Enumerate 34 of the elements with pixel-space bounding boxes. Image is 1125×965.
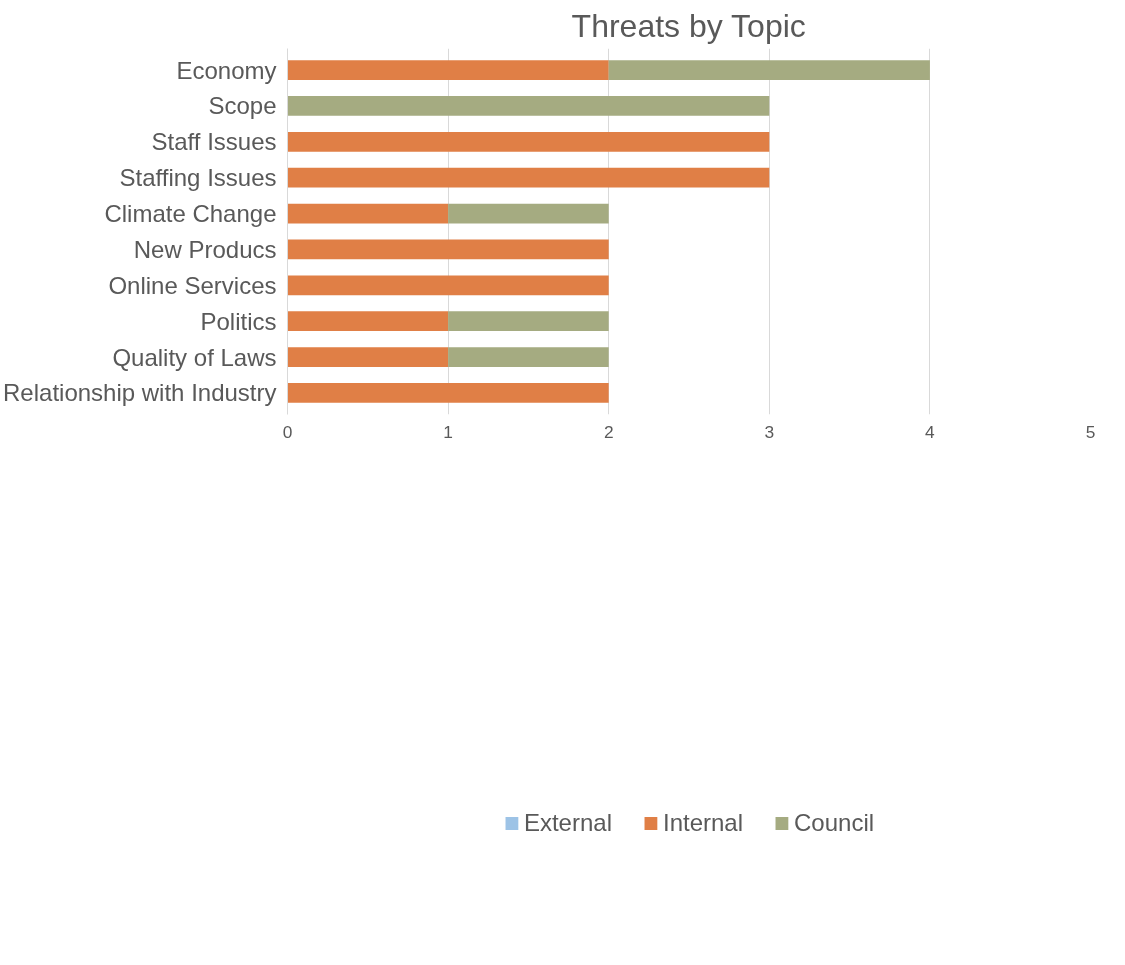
y-tick-label: New Producs [133,235,277,263]
bar [448,203,609,224]
y-tick-label: Staffing Issues [119,164,277,192]
bar [448,311,609,332]
bar [287,347,449,367]
x-tick-label: 5 [1085,421,1096,442]
legend-label: External [523,809,612,837]
x-tick-label: 4 [925,421,936,442]
y-tick-label: Climate Change [104,200,277,228]
chart-title: Threats by Topic [571,7,806,44]
bar [287,96,770,116]
bar [287,239,609,260]
x-tick-label: 2 [603,421,614,442]
y-tick-label: Online Services [108,271,277,299]
legend-label: Internal [662,809,744,837]
y-tick-label: Relationship with Industry [3,379,277,407]
bar [448,347,609,367]
x-tick-label: 0 [282,421,293,442]
bar [608,60,930,80]
bar [287,167,770,188]
x-tick-label: 3 [764,421,775,442]
bar [287,275,609,296]
bar [287,203,449,224]
legend-label: Council [794,809,875,837]
y-tick-label: Economy [176,56,277,84]
x-tick-label: 1 [443,421,453,442]
y-tick-label: Politics [200,307,277,335]
bar [287,311,449,332]
y-tick-label: Staff Issues [151,128,277,156]
y-tick-label: Scope [208,92,277,120]
bar [287,383,609,403]
bar [287,131,770,152]
y-tick-label: Quality of Laws [112,343,277,371]
bar [287,60,609,80]
